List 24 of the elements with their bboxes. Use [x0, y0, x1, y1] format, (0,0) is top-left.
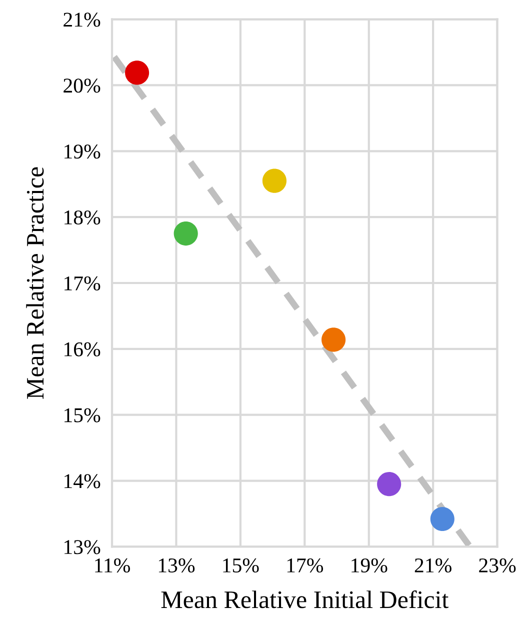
x-tick-label: 11%	[95, 558, 130, 573]
y-tick-label: 14%	[64, 474, 100, 488]
y-tick-label: 20%	[64, 78, 100, 93]
x-tick-label: 21%	[414, 558, 452, 573]
point	[322, 328, 346, 352]
x-tick-label: 15%	[223, 558, 259, 573]
y-tick-label: 17%	[64, 276, 100, 290]
x-tick-label: 13%	[158, 558, 195, 573]
x-tick-label: 17%	[287, 558, 324, 573]
y-tick-label: 21%	[64, 12, 100, 27]
y-axis-title: Mean Relative Practice	[26, 167, 44, 399]
point	[430, 506, 454, 532]
point	[377, 472, 402, 496]
point	[174, 222, 198, 246]
y-tick-label: 19%	[64, 144, 100, 159]
x-tick-label: 23%	[479, 558, 516, 573]
point	[262, 168, 286, 193]
x-tick-label: 19%	[352, 558, 388, 573]
point	[125, 60, 150, 85]
y-tick-label: 16%	[64, 342, 100, 356]
y-tick-label: 15%	[64, 408, 100, 422]
x-axis-title: Mean Relative Initial Deficit	[161, 590, 449, 608]
y-tick-label: 18%	[64, 210, 100, 225]
y-tick-label: 13%	[64, 540, 100, 554]
